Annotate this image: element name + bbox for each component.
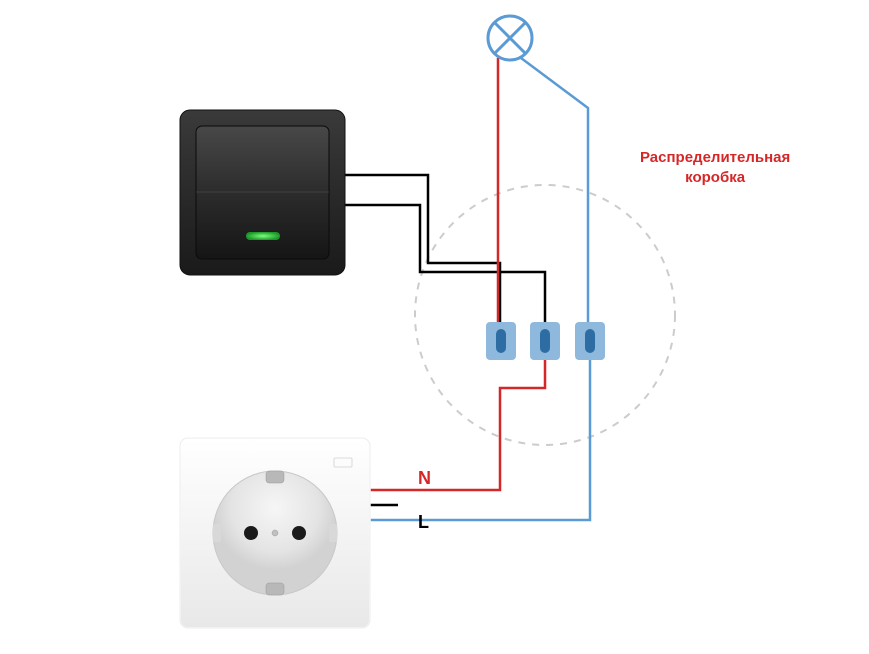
socket-pin-hole-right xyxy=(292,526,306,540)
label-l: L xyxy=(418,512,429,533)
socket-pin-hole-left xyxy=(244,526,258,540)
wire-socket-l-blue xyxy=(370,360,590,520)
wire-socket-n-red xyxy=(370,360,545,490)
terminal-block-2 xyxy=(530,322,560,360)
label-n: N xyxy=(418,468,431,489)
wall-switch xyxy=(180,110,345,275)
junction-box-label: Распределительная коробка xyxy=(640,148,790,187)
schuko-socket xyxy=(180,438,370,628)
wire-switch-top xyxy=(345,175,500,322)
terminal-block-3 xyxy=(575,322,605,360)
diagram-svg xyxy=(0,0,869,654)
terminal-block-1 xyxy=(486,322,516,360)
switch-indicator-led xyxy=(246,232,280,240)
lamp-symbol xyxy=(488,16,532,60)
wiring-diagram: Распределительная коробка N L xyxy=(0,0,869,654)
junction-label-line2: коробка xyxy=(685,169,745,186)
junction-label-line1: Распределительная xyxy=(640,149,790,166)
